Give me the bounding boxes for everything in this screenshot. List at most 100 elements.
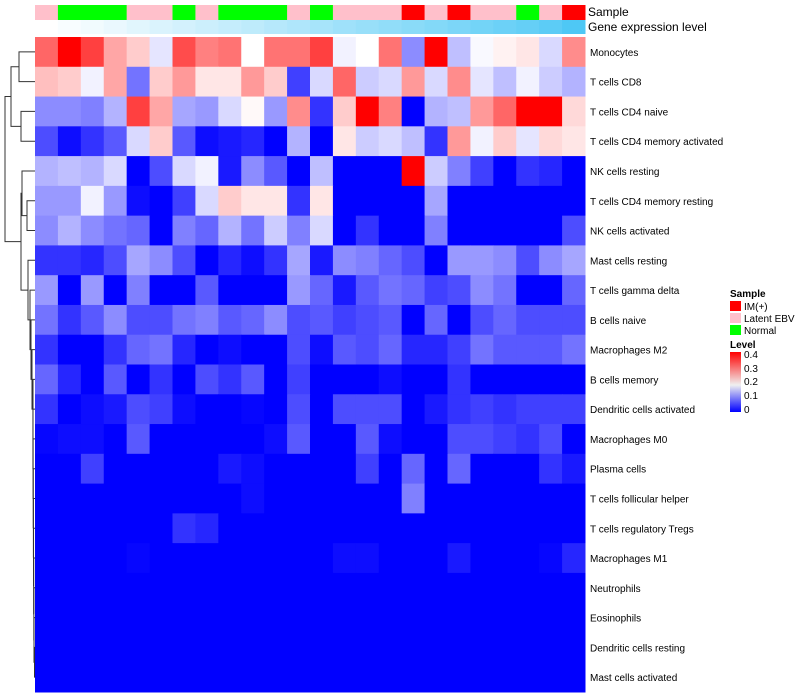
heatmap-cell (355, 602, 380, 633)
heatmap-cell (424, 513, 448, 544)
heatmap-cell (355, 572, 380, 604)
heatmap-cell (355, 66, 380, 98)
legend-swatch-latent (730, 313, 741, 323)
heatmap-cell (264, 513, 288, 544)
heatmap-cell (35, 275, 59, 306)
heatmap-cell (264, 215, 288, 246)
heatmap-cell (424, 394, 448, 425)
heatmap-cell (516, 275, 540, 306)
heatmap-cell (332, 37, 357, 68)
heatmap-cell (80, 572, 105, 604)
heatmap-cell (35, 662, 59, 693)
sample-annotation-cell (447, 5, 471, 20)
gene-expression-annotation-cell (241, 20, 265, 34)
heatmap-cell (310, 424, 334, 455)
heatmap-cell (126, 513, 151, 544)
heatmap-cell (195, 602, 219, 633)
legend: Sample IM(+) Latent EBV Normal Level 0.4… (730, 289, 795, 416)
row-label: Macrophages M0 (590, 435, 668, 446)
heatmap-cell (355, 334, 380, 365)
heatmap-cell (218, 275, 242, 306)
heatmap-cell (35, 185, 59, 217)
heatmap-cell (103, 632, 128, 663)
legend-label-im: IM(+) (744, 302, 768, 313)
heatmap-cell (195, 483, 219, 514)
heatmap-cell (310, 304, 334, 336)
gene-expression-annotation-cell (310, 20, 334, 34)
heatmap-cell (401, 126, 426, 157)
heatmap-cell (539, 334, 563, 365)
heatmap-cell (447, 632, 471, 663)
heatmap-cell (447, 245, 471, 276)
heatmap-cell (172, 37, 196, 68)
heatmap-cell (493, 185, 517, 217)
dendrogram-branch (4, 96, 21, 243)
legend-swatch-im (730, 301, 741, 311)
heatmap-cell (241, 543, 265, 574)
heatmap-cell (447, 304, 471, 336)
heatmap-cell (80, 185, 105, 217)
row-label: Monocytes (590, 48, 638, 59)
gene-expression-annotation-cell (126, 20, 151, 34)
heatmap-cell (264, 304, 288, 336)
dendrogram-branch (20, 110, 35, 142)
heatmap-cell (57, 424, 82, 455)
heatmap-cell (57, 126, 82, 157)
legend-tick: 0.1 (744, 391, 758, 402)
sample-annotation-cell (310, 5, 334, 20)
heatmap-cell (103, 602, 128, 633)
heatmap-cell (447, 275, 471, 306)
row-label: NK cells resting (590, 167, 659, 178)
gene-expression-annotation-cell (287, 20, 311, 34)
heatmap-cell (126, 275, 151, 306)
heatmap-cell (149, 275, 173, 306)
heatmap-cell (264, 96, 288, 127)
heatmap-cell (218, 185, 242, 217)
heatmap-cell (539, 602, 563, 633)
heatmap-cell (172, 513, 196, 544)
heatmap-cell (539, 215, 563, 246)
heatmap-cell (57, 483, 82, 514)
heatmap-cell (310, 364, 334, 395)
heatmap-cell (287, 156, 311, 187)
heatmap-cell (57, 185, 82, 217)
heatmap-cell (149, 156, 173, 187)
sample-annotation-cell (355, 5, 380, 20)
heatmap-cell (310, 513, 334, 544)
heatmap-cell (287, 513, 311, 544)
heatmap-cell (401, 66, 426, 98)
heatmap-cell (80, 126, 105, 157)
heatmap-cell (218, 126, 242, 157)
heatmap-cell (562, 543, 586, 574)
row-label: Dendritic cells activated (590, 405, 695, 416)
heatmap-cell (287, 245, 311, 276)
heatmap-cell (332, 513, 357, 544)
heatmap-cell (355, 96, 380, 127)
heatmap-cell (310, 632, 334, 663)
heatmap-cell (378, 572, 403, 604)
heatmap-cell (35, 66, 59, 98)
heatmap-cell (562, 364, 586, 395)
dendrogram-branch (21, 170, 35, 217)
heatmap-cell (378, 334, 403, 365)
heatmap-cell (562, 156, 586, 187)
row-label: B cells memory (590, 375, 658, 386)
heatmap-cell (80, 275, 105, 306)
heatmap-cell (424, 126, 448, 157)
heatmap-cell (355, 215, 380, 246)
row-label: T cells follicular helper (590, 494, 689, 505)
heatmap-cell (470, 364, 494, 395)
heatmap-cell (355, 364, 380, 395)
heatmap-cell (516, 572, 540, 604)
heatmap-cell (470, 572, 494, 604)
heatmap-cell (310, 66, 334, 98)
heatmap-cell (447, 453, 471, 485)
heatmap-cell (493, 662, 517, 693)
heatmap-cell (378, 304, 403, 336)
legend-tick: 0.2 (744, 377, 758, 388)
gene-expression-annotation-cell (264, 20, 288, 34)
sample-annotation-cell (493, 5, 517, 20)
heatmap-cell (241, 602, 265, 633)
heatmap-cell (126, 66, 151, 98)
heatmap-cell (126, 543, 151, 574)
